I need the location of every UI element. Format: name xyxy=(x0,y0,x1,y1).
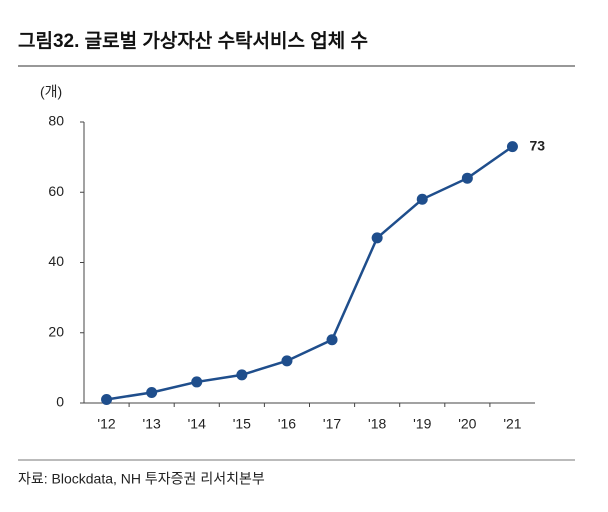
x-tick-label: '13 xyxy=(143,416,161,432)
point xyxy=(506,141,518,153)
y-tick-label: 20 xyxy=(48,323,64,339)
x-tick-label: '17 xyxy=(323,416,341,432)
data-label: 73 xyxy=(529,137,545,153)
point xyxy=(416,193,428,205)
source: 자료: Blockdata, NH 투자증권 리서치본부 xyxy=(18,471,265,487)
y-tick-label: 40 xyxy=(48,253,64,269)
point xyxy=(101,393,113,405)
point xyxy=(191,376,203,388)
x-tick-label: '18 xyxy=(368,416,386,432)
point xyxy=(461,172,473,184)
y-tick-label: 0 xyxy=(56,394,64,410)
chart-title: 그림32. 글로벌 가상자산 수탁서비스 업체 수 xyxy=(18,30,368,52)
y-tick-label: 80 xyxy=(48,113,64,129)
x-tick-label: '19 xyxy=(413,416,431,432)
y-tick-label: 60 xyxy=(48,183,64,199)
x-tick-label: '20 xyxy=(458,416,476,432)
point xyxy=(281,355,293,367)
x-tick-label: '16 xyxy=(278,416,296,432)
x-tick-label: '21 xyxy=(503,416,521,432)
point xyxy=(146,386,158,398)
point xyxy=(371,232,383,244)
x-tick-label: '15 xyxy=(233,416,251,432)
point xyxy=(236,369,248,381)
line xyxy=(106,145,514,401)
y-unit: (개) xyxy=(40,84,62,100)
point xyxy=(326,334,338,346)
x-tick-label: '14 xyxy=(188,416,206,432)
x-tick-label: '12 xyxy=(97,416,115,432)
